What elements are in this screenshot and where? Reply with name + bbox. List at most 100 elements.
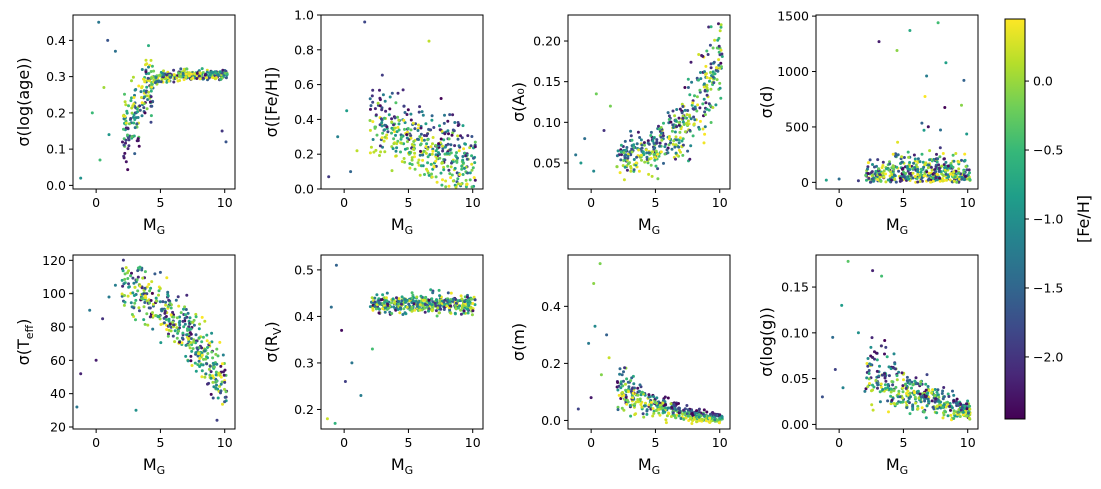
- scatter-point: [705, 93, 709, 97]
- scatter-point: [221, 68, 225, 72]
- scatter-point: [639, 393, 643, 397]
- scatter-point: [394, 308, 398, 312]
- scatter-point: [448, 311, 452, 315]
- scatter-point: [132, 96, 136, 99]
- scatter-point: [892, 168, 896, 171]
- scatter-point: [355, 149, 359, 153]
- scatter-point: [649, 403, 653, 407]
- scatter-point: [390, 301, 393, 305]
- scatter-point: [420, 139, 424, 142]
- scatter-point: [200, 353, 204, 357]
- scatter-point: [412, 302, 416, 306]
- scatter-point: [629, 153, 633, 157]
- scatter-point: [157, 289, 161, 293]
- scatter-point: [920, 121, 924, 125]
- scatter-point: [902, 170, 905, 174]
- scatter-point: [711, 411, 715, 414]
- scatter-point: [703, 113, 707, 117]
- scatter-point: [400, 299, 404, 303]
- scatter-point: [638, 383, 642, 387]
- scatter-point: [705, 410, 709, 414]
- y-tick-label: 20: [50, 420, 66, 435]
- scatter-point: [714, 103, 718, 107]
- x-tick-label: 10: [960, 435, 976, 450]
- scatter-point: [908, 382, 912, 386]
- scatter-point: [922, 165, 926, 169]
- scatter-point: [702, 97, 706, 101]
- scatter-point: [682, 408, 686, 412]
- scatter-point: [182, 78, 186, 82]
- scatter-point: [925, 404, 929, 408]
- scatter-point: [215, 379, 219, 383]
- scatter-point: [403, 311, 407, 315]
- scatter-point: [961, 410, 965, 414]
- scatter-point: [670, 129, 674, 133]
- scatter-point: [171, 334, 175, 338]
- scatter-point: [140, 86, 144, 90]
- points-dist: [824, 21, 972, 184]
- scatter-point: [133, 126, 137, 130]
- x-tick-label: 5: [651, 195, 659, 210]
- scatter-point: [883, 374, 887, 378]
- scatter-point: [428, 153, 432, 157]
- scatter-point: [891, 164, 895, 168]
- scatter-point: [865, 178, 868, 182]
- scatter-point: [665, 148, 669, 152]
- scatter-point: [626, 162, 630, 166]
- scatter-point: [955, 402, 958, 405]
- scatter-point: [916, 173, 920, 176]
- scatter-point: [209, 370, 213, 374]
- scatter-point: [127, 138, 131, 142]
- scatter-point: [138, 104, 142, 108]
- scatter-point: [439, 307, 443, 311]
- scatter-point: [370, 94, 374, 98]
- scatter-point: [153, 272, 157, 276]
- scatter-point: [636, 393, 640, 397]
- scatter-point: [150, 64, 154, 68]
- scatter-point: [147, 72, 151, 75]
- scatter-point: [656, 167, 660, 171]
- scatter-point: [685, 404, 689, 407]
- scatter-point: [212, 365, 216, 369]
- scatter-point: [379, 117, 383, 121]
- scatter-point: [438, 298, 442, 302]
- scatter-point: [675, 402, 679, 406]
- scatter-point: [873, 165, 876, 169]
- scatter-point: [184, 75, 188, 79]
- scatter-point: [157, 80, 161, 84]
- scatter-point: [608, 104, 612, 108]
- scatter-point: [877, 40, 881, 44]
- scatter-point: [442, 165, 446, 169]
- y-axis-label: σ(d): [757, 86, 776, 119]
- scatter-point: [674, 408, 678, 412]
- scatter-point: [944, 405, 948, 409]
- scatter-point: [194, 369, 198, 373]
- scatter-point: [690, 80, 694, 84]
- scatter-point: [395, 296, 398, 300]
- scatter-point: [893, 362, 897, 366]
- scatter-point: [416, 129, 420, 132]
- scatter-point: [460, 297, 464, 301]
- scatter-point: [185, 293, 189, 297]
- scatter-point: [442, 308, 446, 311]
- scatter-point: [899, 400, 903, 404]
- scatter-point: [671, 411, 675, 415]
- scatter-point: [938, 179, 942, 183]
- scatter-point: [409, 112, 413, 116]
- scatter-point: [471, 309, 475, 313]
- scatter-point: [368, 305, 372, 309]
- scatter-point: [960, 177, 964, 181]
- scatter-point: [145, 299, 149, 303]
- scatter-point: [425, 142, 429, 146]
- scatter-point: [427, 309, 430, 313]
- scatter-point: [598, 262, 602, 266]
- scatter-point: [664, 142, 668, 146]
- scatter-point: [627, 390, 630, 394]
- points-teff: [75, 258, 229, 422]
- scatter-point: [349, 170, 353, 174]
- scatter-point: [673, 114, 677, 118]
- scatter-point: [686, 77, 690, 81]
- scatter-point: [435, 298, 438, 302]
- scatter-point: [224, 140, 228, 144]
